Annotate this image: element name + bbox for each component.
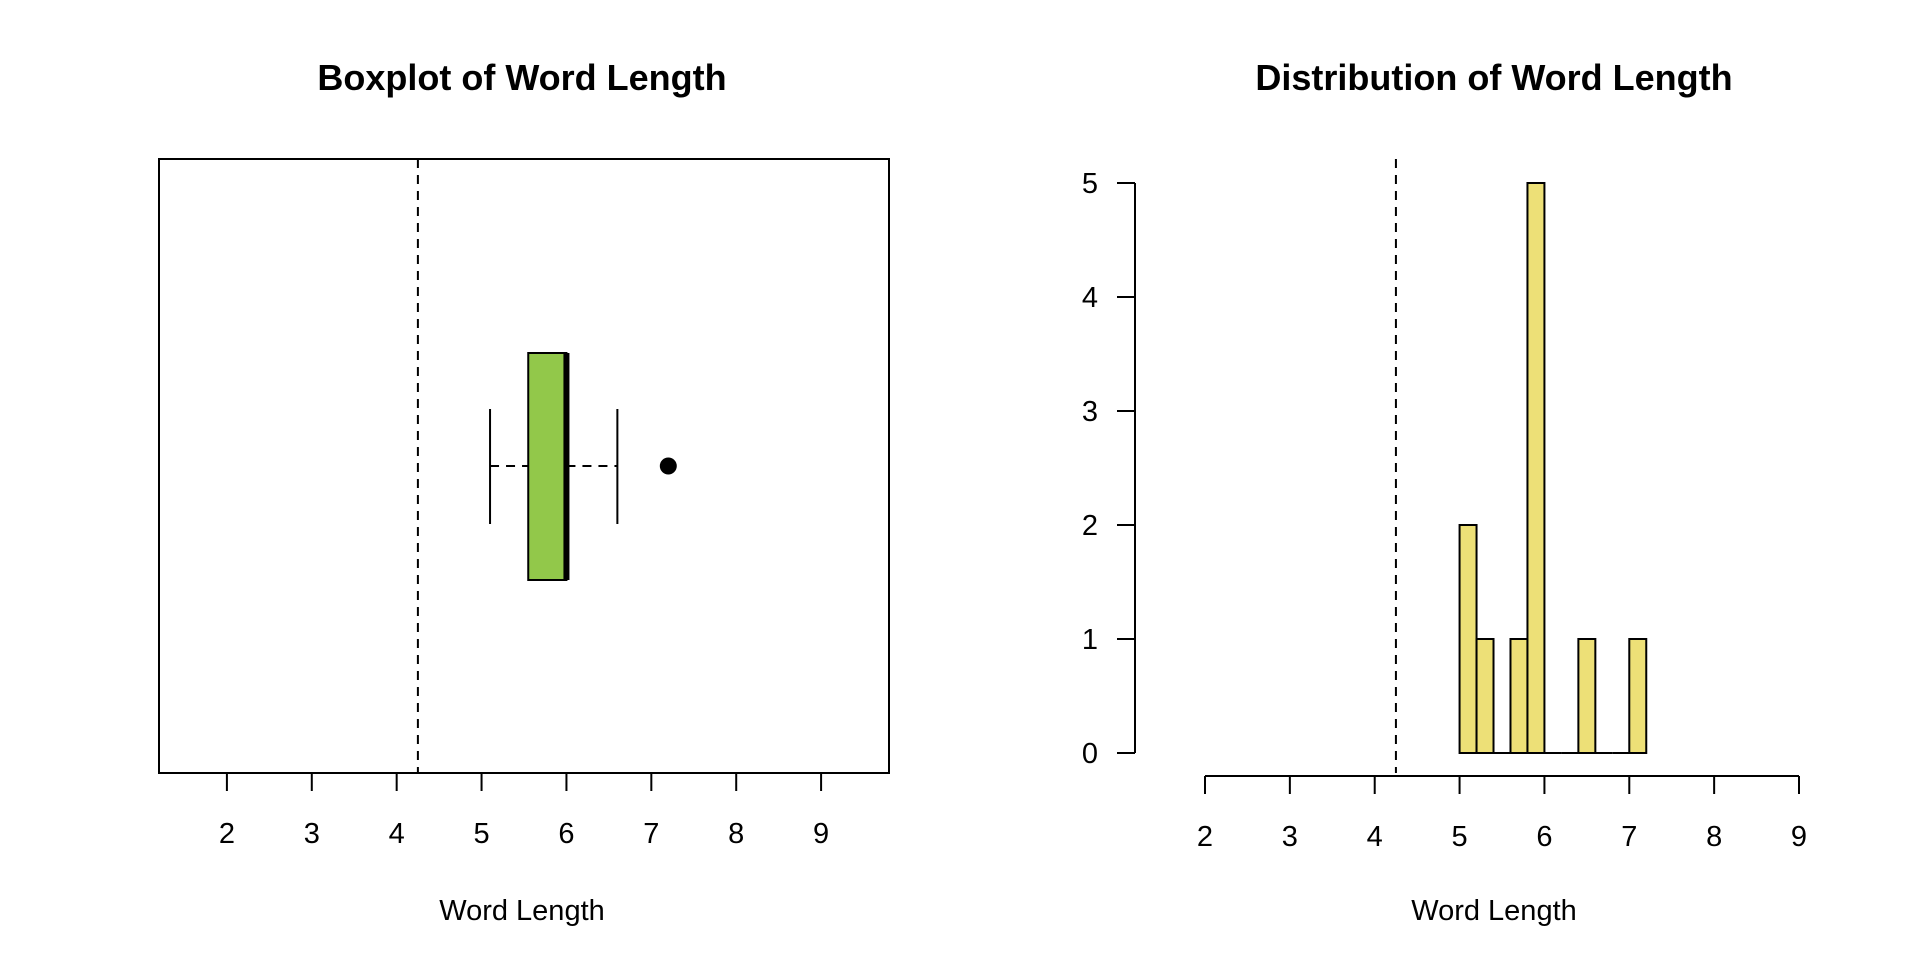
histogram-x-tick-label: 3 — [1282, 821, 1298, 853]
boxplot-x-axis-label: Word Length — [439, 895, 605, 927]
histogram-y-tick-label: 2 — [1082, 510, 1098, 542]
histogram-x-tick-label: 7 — [1621, 821, 1637, 853]
histogram-x-tick-label: 2 — [1197, 821, 1213, 853]
histogram-y-axis: 0 1 2 3 4 5 — [1082, 168, 1136, 770]
histogram-y-tick-label: 1 — [1082, 624, 1098, 656]
histogram-x-axis-label: Word Length — [1411, 895, 1577, 927]
histogram-x-axis: 2 3 4 5 6 7 8 9 — [1197, 775, 1807, 853]
histogram-y-tick-label: 5 — [1082, 168, 1098, 200]
histogram-x-tick-label: 6 — [1536, 821, 1552, 853]
boxplot-outlier-point — [659, 457, 677, 475]
histogram-bar — [1458, 524, 1478, 754]
boxplot-x-tick-label: 8 — [728, 818, 744, 850]
boxplot-x-tick-label: 7 — [643, 818, 659, 850]
boxplot-x-tick-label: 9 — [813, 818, 829, 850]
boxplot-panel: Boxplot of Word Length 2 3 4 5 6 7 8 9 Word Len… — [158, 57, 890, 927]
histogram-x-tick-label: 9 — [1791, 821, 1807, 853]
histogram-x-tick-label: 4 — [1367, 821, 1383, 853]
boxplot-x-tick-label: 4 — [389, 818, 405, 850]
histogram-x-tick-label: 8 — [1706, 821, 1722, 853]
histogram-bar — [1509, 638, 1529, 754]
histogram-bar — [1526, 182, 1546, 754]
histogram-x-tick-label: 5 — [1452, 821, 1468, 853]
histogram-bar — [1475, 638, 1495, 754]
histogram-y-tick-label: 3 — [1082, 396, 1098, 428]
histogram-y-tick-label: 0 — [1082, 738, 1098, 770]
histogram-title: Distribution of Word Length — [1255, 57, 1732, 98]
histogram-bar — [1628, 638, 1648, 754]
histogram-bar — [1577, 638, 1597, 754]
histogram-panel: Distribution of Word Length 0 1 2 3 4 5 2 3 4 5 6… — [1082, 57, 1807, 927]
boxplot-marks — [416, 159, 677, 773]
boxplot-x-tick-label: 6 — [558, 818, 574, 850]
histogram-y-tick-label: 4 — [1082, 282, 1098, 314]
boxplot-x-axis: 2 3 4 5 6 7 8 9 — [219, 772, 829, 850]
boxplot-box — [527, 352, 568, 581]
boxplot-x-tick-label: 5 — [473, 818, 489, 850]
boxplot-x-tick-label: 2 — [219, 818, 235, 850]
boxplot-title: Boxplot of Word Length — [317, 57, 726, 98]
histogram-marks — [1394, 159, 1648, 773]
boxplot-x-tick-label: 3 — [304, 818, 320, 850]
